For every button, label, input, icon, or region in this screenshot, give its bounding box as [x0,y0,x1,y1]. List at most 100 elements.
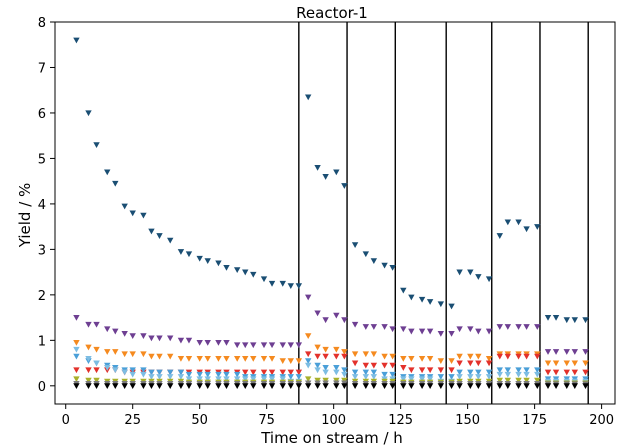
data-point [73,340,80,346]
data-point [73,376,80,383]
data-point [140,212,147,219]
data-point [400,376,407,383]
data-point [204,355,211,362]
data-point [418,383,426,390]
data-point [448,374,455,380]
data-point [504,219,512,226]
data-point [129,351,136,358]
data-point [362,374,370,380]
data-point [582,369,589,376]
data-point [104,169,111,176]
data-point [279,342,286,349]
data-point [408,383,415,390]
series-0 [73,37,589,324]
data-point [268,376,276,383]
data-point [148,335,155,342]
data-point [93,383,100,390]
data-point [140,351,147,358]
data-point [456,326,463,333]
data-point [268,369,276,376]
axes: 0 25 50 75 100 125 150 175 200 0 1 2 3 4 5 6 7 8 [38,16,614,428]
data-point [448,330,455,337]
data-point [287,383,294,390]
data-point [104,383,111,390]
data-point [475,353,482,360]
y-tick-label: 7 [38,61,46,76]
data-point [333,353,340,360]
data-point [322,346,329,353]
data-point [351,321,359,328]
data-point [485,383,493,390]
data-point [351,383,359,390]
data-point [400,287,407,294]
data-point [85,110,92,117]
data-point [381,371,388,378]
data-point [534,371,541,378]
data-point [437,367,445,374]
data-point [437,358,445,364]
data-point [112,328,119,335]
plot-frame [54,21,616,405]
data-point [418,328,426,335]
data-point [448,358,455,364]
data-point [93,377,100,384]
data-point [496,233,503,239]
data-point [215,260,222,267]
data-point [250,383,257,390]
data-point [73,383,80,390]
data-point [370,369,378,376]
data-point [112,383,119,390]
data-point [571,317,579,324]
data-point [552,360,560,367]
data-point [268,342,276,349]
data-point [196,376,203,383]
data-point [204,340,211,346]
x-tick-label: 150 [455,413,480,428]
data-point [515,219,522,226]
y-tick-label: 1 [38,334,46,349]
data-point [333,312,340,319]
data-point [467,374,474,380]
data-point [582,349,589,355]
data-point [523,371,530,378]
data-point [544,383,552,390]
data-point [287,369,294,376]
data-point [448,367,455,374]
data-point [242,269,249,276]
data-point [242,383,249,390]
data-point [185,337,193,344]
data-point [215,383,222,390]
data-point [418,296,426,303]
data-point [314,353,321,360]
data-point [563,369,570,376]
x-tick-label: 175 [522,413,547,428]
data-points [73,37,589,390]
data-point [333,365,340,371]
data-point [167,369,174,376]
data-point [85,377,92,384]
data-point [418,376,426,383]
data-point [140,333,147,339]
x-tick-label: 100 [321,413,346,428]
data-point [523,383,530,390]
data-point [148,374,155,380]
data-point [73,37,80,44]
data-point [314,367,321,374]
y-tick-label: 3 [38,243,46,258]
data-point [295,374,303,380]
series-1 [73,294,589,355]
data-point [279,369,286,376]
data-point [571,349,579,355]
data-point [156,233,163,239]
data-point [305,94,312,101]
data-point [93,360,100,367]
data-point [121,369,128,376]
y-tick-label: 5 [38,152,46,167]
data-point [305,351,312,358]
data-point [322,174,329,180]
data-point [400,383,407,390]
data-point [295,342,303,349]
data-point [381,353,388,360]
data-point [260,383,268,390]
x-axis-label: Time on stream / h [260,429,403,447]
